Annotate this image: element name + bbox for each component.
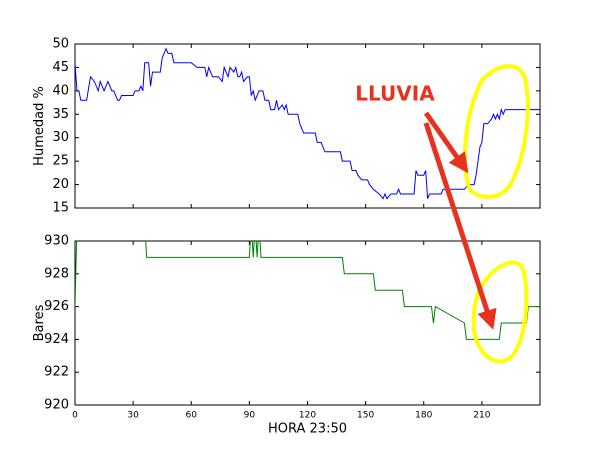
x-tick-label: 30 <box>127 411 139 421</box>
arrow <box>423 122 497 330</box>
y-axis-label: Humedad % <box>32 86 47 166</box>
y-tick-label: 15 <box>52 201 69 216</box>
highlight-circle <box>463 64 530 199</box>
y-tick-label: 35 <box>52 107 69 122</box>
y-axis-label: Bares <box>32 304 47 341</box>
x-tick-label: 150 <box>357 411 374 421</box>
x-tick-label: 180 <box>415 411 432 421</box>
x-axis-label: HORA 23:50 <box>268 422 347 437</box>
y-tick-label: 924 <box>44 332 69 347</box>
y-tick-label: 922 <box>44 365 69 380</box>
line-series <box>75 241 540 340</box>
x-tick-label: 90 <box>244 411 256 421</box>
y-tick-label: 25 <box>52 154 69 169</box>
y-tick-label: 930 <box>44 234 69 249</box>
x-tick-label: 210 <box>473 411 490 421</box>
y-tick-label: 30 <box>52 130 69 145</box>
y-tick-label: 40 <box>52 83 69 98</box>
annotation: LLUVIA <box>355 82 435 106</box>
x-tick-label: 60 <box>186 411 198 421</box>
y-tick-label: 45 <box>52 60 69 75</box>
y-tick-label: 20 <box>52 177 69 192</box>
y-tick-label: 928 <box>44 266 69 281</box>
y-tick-label: 50 <box>52 37 69 52</box>
highlight-circle <box>471 260 529 364</box>
x-tick-label: 120 <box>299 411 316 421</box>
plot-area: 15 20 25 30 35 40 45 50 Humedad % 920 922 924 926 928… <box>32 37 541 437</box>
line-series <box>75 47 540 200</box>
x-tick-label: 0 <box>72 411 78 421</box>
y-tick-label: 926 <box>44 299 69 314</box>
arrow <box>423 111 469 174</box>
y-tick-label: 920 <box>44 398 69 413</box>
